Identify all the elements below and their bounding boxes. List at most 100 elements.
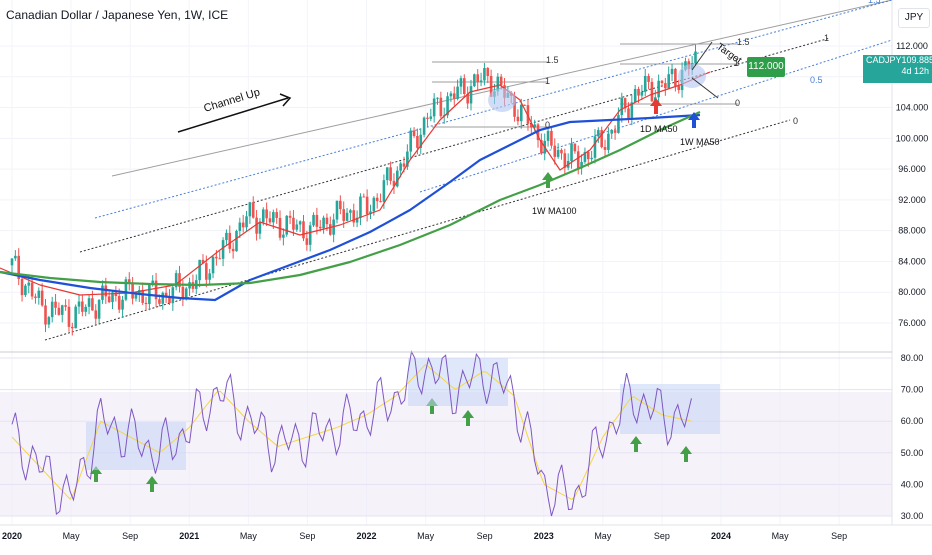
rsi-tick-label: 70.00 xyxy=(901,385,924,395)
candle-body xyxy=(466,94,469,104)
candle-body xyxy=(473,74,476,87)
price-tick-label: 88.000 xyxy=(898,226,926,236)
candle-body xyxy=(181,286,185,300)
candle-body xyxy=(87,298,91,307)
price-axis[interactable]: 112.000108.000104.000100.00096.00092.000… xyxy=(896,41,929,328)
ma100-marker-arrow xyxy=(542,172,554,188)
candle-body xyxy=(171,287,175,304)
rsi-tick-label: 50.00 xyxy=(901,448,924,458)
candle-body xyxy=(523,104,526,106)
annotation-ma100_1w: 1W MA100 xyxy=(532,206,577,216)
candle-body xyxy=(101,285,104,300)
price-tick-label: 112.000 xyxy=(896,41,928,51)
annotation-ma50_1w: 1W MA50 xyxy=(680,137,720,147)
time-tick-label: May xyxy=(594,531,612,541)
candle-body xyxy=(396,170,399,187)
rsi-marker-arrow xyxy=(630,436,642,452)
currency-label[interactable]: JPY xyxy=(898,8,930,28)
candle-body xyxy=(312,214,315,226)
candle-body xyxy=(221,240,225,259)
candle-body xyxy=(151,280,155,285)
time-axis[interactable]: 2020 May Sep 2021 May Sep 2022 May Sep 2023 May Sep… xyxy=(2,531,847,541)
ma50-1w-marker-arrow xyxy=(688,112,700,128)
candle-body xyxy=(452,93,456,99)
candle-body xyxy=(164,292,168,297)
candle-body xyxy=(298,221,302,225)
candle-body xyxy=(318,226,322,229)
time-tick-label: Sep xyxy=(831,531,847,541)
chart-title: Canadian Dollar / Japanese Yen, 1W, ICE xyxy=(6,8,229,22)
rsi-tick-label: 40.00 xyxy=(901,479,924,489)
candle-body xyxy=(161,292,165,304)
candle-body xyxy=(131,283,134,299)
annotation-fib_1_5_a: 1.5 xyxy=(546,55,559,65)
candle-body xyxy=(342,209,345,221)
candle-body xyxy=(238,222,242,231)
candle-body xyxy=(617,115,620,133)
overlays xyxy=(86,41,720,492)
candle-body xyxy=(560,149,563,154)
candle-body xyxy=(255,217,258,234)
candle-body xyxy=(593,136,597,158)
candle-body xyxy=(456,86,459,99)
candle-body xyxy=(10,258,14,266)
candle-body xyxy=(590,157,593,160)
time-tick-label: May xyxy=(417,531,435,541)
price-tick-label: 104.000 xyxy=(896,103,929,113)
channel-arrow xyxy=(177,97,289,133)
candle-body xyxy=(77,301,81,307)
candle-body xyxy=(459,78,463,87)
candle-body xyxy=(308,225,312,245)
candle-body xyxy=(406,151,409,167)
time-tick-label: May xyxy=(63,531,81,541)
candle-body xyxy=(432,98,436,117)
rsi-highlight-box xyxy=(620,384,720,434)
rsi-axis[interactable]: 80.00 70.00 60.00 50.00 40.00 30.00 xyxy=(901,353,924,521)
candle-body xyxy=(369,211,372,215)
candle-body xyxy=(359,196,362,218)
candle-body xyxy=(647,76,650,82)
candle-body xyxy=(178,273,181,287)
candle-body xyxy=(174,273,178,288)
candle-body xyxy=(556,149,560,157)
ma50-1d-marker-arrow xyxy=(650,98,662,114)
candle-body xyxy=(117,296,121,310)
candle-body xyxy=(37,290,41,298)
time-tick-label: May xyxy=(772,531,790,541)
candle-body xyxy=(91,298,94,311)
candle-body xyxy=(640,91,644,96)
candle-body xyxy=(530,123,533,128)
candle-body xyxy=(205,263,208,280)
candle-body xyxy=(674,68,677,87)
candle-body xyxy=(486,68,490,76)
candle-body xyxy=(154,280,158,300)
candle-body xyxy=(519,104,523,122)
candle-body xyxy=(81,301,84,312)
rsi-marker-arrow xyxy=(146,476,158,492)
candle-body xyxy=(231,248,235,252)
candle-body xyxy=(134,294,138,299)
candle-body xyxy=(141,289,144,303)
candle-body xyxy=(24,285,27,296)
rsi-tick-label: 30.00 xyxy=(901,511,924,521)
candle-body xyxy=(84,306,88,312)
candle-body xyxy=(550,130,553,146)
candle-body xyxy=(583,151,587,162)
candle-body xyxy=(325,217,329,225)
time-tick-label: May xyxy=(240,531,258,541)
candle-body xyxy=(667,74,670,89)
candle-body xyxy=(30,282,34,297)
rsi-tick-label: 80.00 xyxy=(901,353,924,363)
time-tick-label: 2022 xyxy=(356,531,376,541)
candle-body xyxy=(54,301,57,308)
candle-body xyxy=(305,238,309,245)
candle-body xyxy=(573,143,577,152)
candle-body xyxy=(248,202,252,217)
candle-body xyxy=(198,259,201,281)
candle-body xyxy=(124,279,128,300)
candle-body xyxy=(272,212,275,223)
candle-body xyxy=(201,259,205,264)
candle-body xyxy=(576,151,580,169)
